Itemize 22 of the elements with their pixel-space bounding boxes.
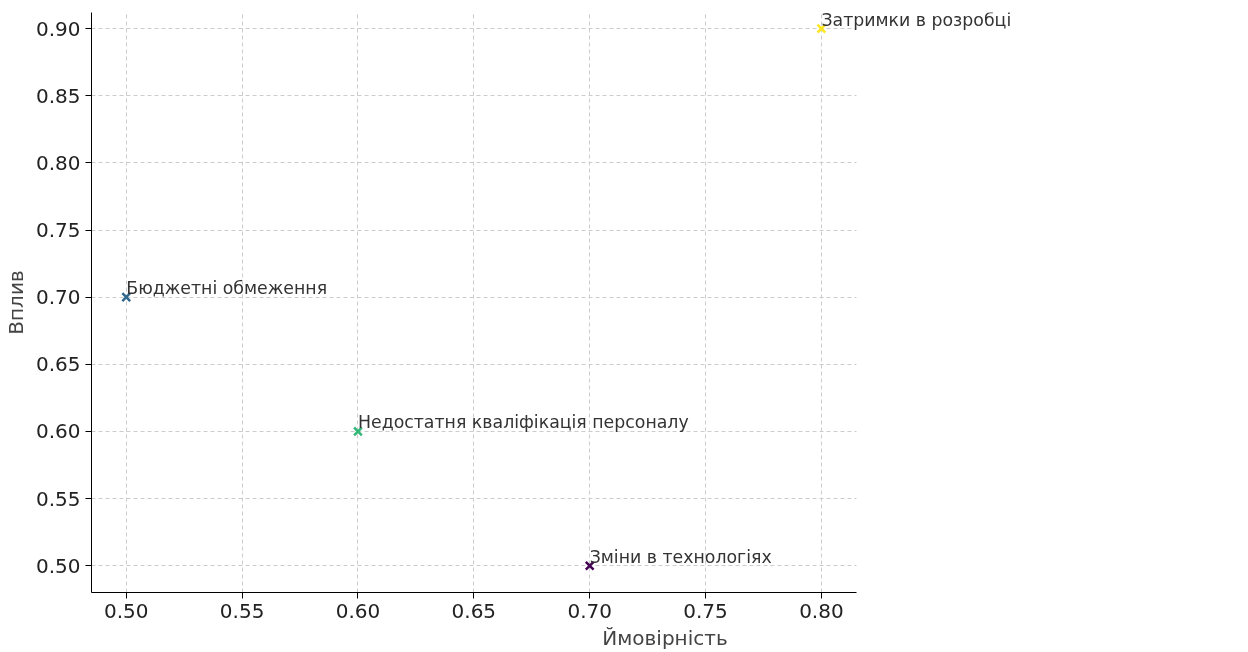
- x-tick-label: 0.75: [683, 598, 728, 623]
- y-tick-label: 0.70: [35, 285, 81, 310]
- y-tick-label: 0.80: [35, 150, 81, 175]
- x-tick-label: 0.50: [103, 598, 149, 623]
- x-tick-label: 0.55: [219, 598, 265, 623]
- x-tick-label: 0.70: [567, 598, 612, 623]
- y-tick-label: 0.65: [35, 352, 81, 377]
- annotation: Бюджетні обмеження: [126, 278, 328, 299]
- y-axis-title: Вплив: [3, 270, 28, 335]
- y-tick-label: 0.55: [35, 486, 81, 511]
- y-tick-label: 0.50: [35, 553, 81, 578]
- y-tick-label: 0.60: [35, 419, 81, 444]
- annotation: Затримки в розробці: [821, 9, 1012, 30]
- y-tick-label: 0.75: [35, 218, 81, 242]
- x-tick-label: 0.60: [335, 598, 381, 623]
- y-tick-label: 0.90: [35, 16, 81, 41]
- y-tick-label: 0.85: [35, 83, 81, 108]
- x-tick-label: 0.80: [799, 598, 844, 623]
- annotation: Недостатня кваліфікація персоналу: [357, 412, 689, 433]
- x-axis-title: Ймовірність: [602, 625, 728, 650]
- x-tick-label: 0.65: [451, 598, 497, 623]
- annotation: Зміни в технологіях: [589, 546, 772, 567]
